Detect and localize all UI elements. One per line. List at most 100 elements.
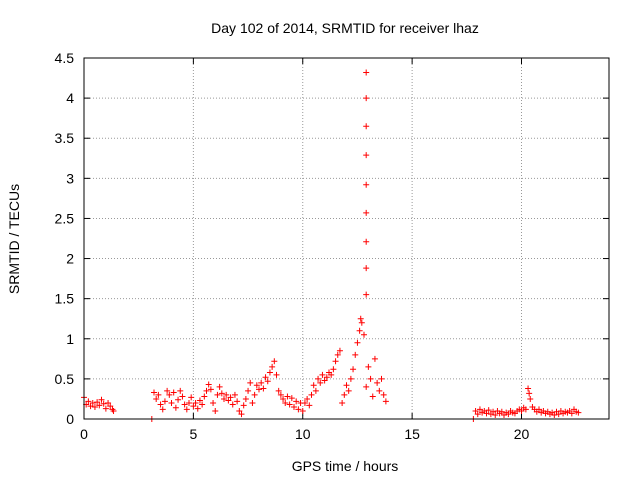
data-point: [286, 401, 293, 408]
y-tick-label: 4: [66, 90, 74, 106]
data-point: [354, 339, 361, 346]
data-point: [363, 123, 370, 130]
data-point: [363, 291, 370, 298]
y-tick-label: 4.5: [55, 50, 75, 66]
data-point: [376, 387, 383, 394]
data-point: [343, 382, 350, 389]
data-point: [231, 391, 238, 398]
data-point: [361, 331, 367, 338]
data-point: [153, 395, 160, 402]
chart-title: Day 102 of 2014, SRMTID for receiver lha…: [211, 20, 479, 36]
data-point: [284, 393, 291, 400]
data-point: [363, 265, 370, 272]
data-point: [350, 366, 357, 373]
data-point: [175, 396, 182, 403]
data-point: [249, 399, 256, 406]
data-point: [288, 395, 295, 402]
data-point: [345, 387, 352, 394]
plot-frame: [83, 57, 610, 420]
data-point: [339, 399, 346, 406]
data-point: [216, 383, 223, 390]
data-point: [199, 401, 206, 408]
data-point: [221, 395, 227, 402]
data-point: [522, 406, 529, 413]
data-point: [358, 319, 365, 326]
data-point: [164, 387, 171, 394]
data-point: [280, 395, 287, 402]
data-point: [526, 390, 533, 397]
data-point: [190, 403, 197, 410]
data-point: [102, 405, 109, 412]
data-point: [347, 375, 354, 382]
data-point: [194, 405, 201, 412]
data-point: [260, 385, 267, 392]
data-point: [157, 401, 164, 408]
y-axis-label: SRMTID / TECUs: [6, 184, 22, 294]
data-point: [328, 371, 335, 378]
data-point: [223, 391, 230, 398]
data-point: [382, 398, 389, 405]
axis-ticks: 0 5 10 15 20 0 0.5 1 1.5 2 2.5 3 3.5 4 4.5: [55, 50, 609, 442]
data-point: [575, 409, 582, 416]
data-point: [225, 397, 232, 404]
data-point: [490, 408, 497, 415]
data-point: [485, 407, 492, 414]
x-tick-label: 0: [80, 426, 88, 442]
data-point: [492, 411, 499, 418]
data-point: [245, 387, 252, 394]
data-point: [94, 399, 101, 406]
data-point: [89, 399, 96, 406]
data-point: [330, 366, 337, 373]
data-point: [341, 391, 348, 398]
data-point: [201, 393, 208, 400]
data-point: [242, 395, 249, 402]
data-point: [363, 69, 370, 76]
data-point: [229, 401, 236, 408]
data-point: [306, 402, 313, 409]
data-point: [275, 387, 282, 394]
x-tick-label: 5: [189, 426, 197, 442]
data-point: [240, 402, 247, 409]
data-point: [85, 398, 92, 405]
data-point: [271, 358, 278, 365]
data-point: [498, 408, 505, 415]
data-point: [203, 387, 210, 394]
data-point: [323, 374, 330, 381]
data-point: [181, 401, 188, 408]
data-point: [214, 391, 221, 398]
y-tick-label: 3: [66, 170, 74, 186]
data-point: [310, 382, 317, 389]
data-point: [363, 383, 370, 390]
data-point: [380, 391, 387, 398]
data-point: [315, 375, 322, 382]
data-point: [525, 385, 532, 392]
data-point: [363, 152, 370, 159]
data-point: [312, 387, 319, 394]
data-point: [177, 387, 184, 394]
y-tick-label: 2.5: [55, 210, 75, 226]
data-point: [363, 181, 370, 188]
x-axis-label: GPS time / hours: [292, 458, 399, 474]
data-point: [536, 406, 542, 413]
data-point: [205, 381, 212, 388]
data-point: [505, 411, 512, 418]
data-point: [264, 378, 271, 385]
data-point: [96, 402, 103, 409]
data-point: [363, 209, 370, 216]
data-point: [299, 407, 306, 414]
data-point: [251, 391, 258, 398]
data-point: [369, 393, 376, 400]
data-point: [319, 371, 326, 378]
data-point: [105, 399, 112, 406]
data-point: [168, 399, 175, 406]
data-point: [378, 375, 385, 382]
y-tick-label: 1.5: [55, 291, 75, 307]
data-point: [266, 369, 273, 376]
data-point: [367, 375, 374, 382]
grid-lines: [84, 58, 609, 419]
data-point: [334, 351, 341, 358]
data-point: [186, 399, 192, 406]
data-point: [308, 391, 315, 398]
data-point: [356, 327, 363, 334]
data-point: [483, 410, 490, 417]
